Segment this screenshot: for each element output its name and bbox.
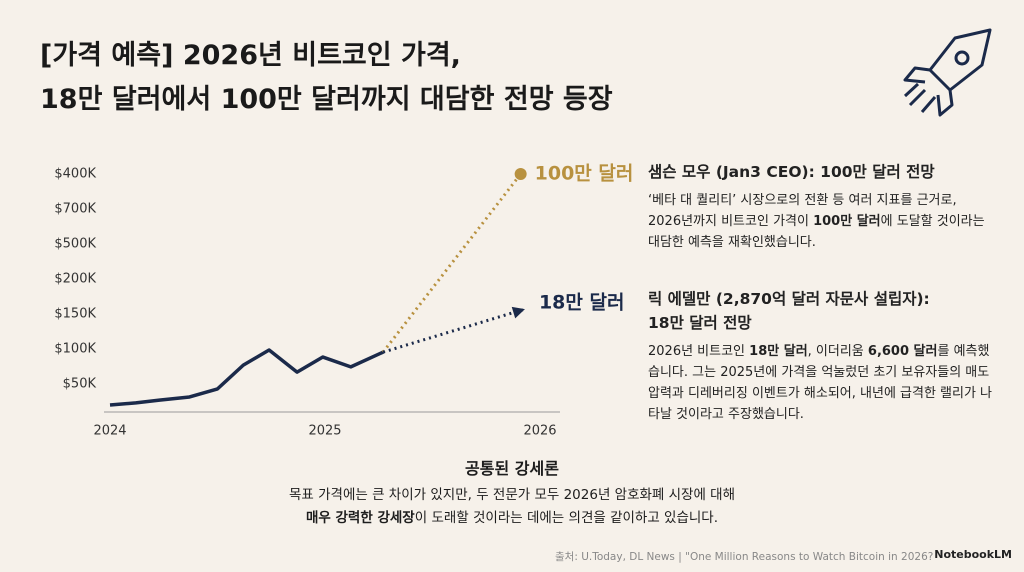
brand: NotebookLM	[934, 548, 1012, 561]
arrow-head	[511, 306, 525, 319]
summary-text: 이 도래할 것이라는 데에는 의견을 같이하고 있습니다.	[414, 510, 719, 526]
heading-line: 18만 달러 전망	[648, 314, 752, 332]
series-line	[381, 173, 522, 354]
x-tick-label: 2024	[93, 424, 126, 439]
summary: 공통된 강세론 목표 가격에는 큰 차이가 있지만, 두 전문가 모두 2026…	[0, 457, 1024, 530]
body-bold: 18만 달러	[749, 344, 808, 359]
heading-line: 샘슨 모우 (Jan3 CEO): 100만 달러 전망	[648, 163, 935, 181]
title-line: [가격 예측] 2026년 비트코인 가격,	[40, 40, 461, 71]
body-text: 를 예측했습니다. 그는 2025년에 가격을 억눌렀던 초기 보유자들의 매도…	[648, 344, 993, 422]
summary-text: 매우 강력한 강세장이 도래할 것이라는 데에는 의견을 같이하고 있습니다.	[0, 507, 1024, 530]
y-tick-label: $150K	[54, 307, 96, 322]
body-text: , 이더리움	[807, 344, 868, 359]
y-tick-label: $50K	[63, 377, 97, 392]
series-line	[382, 307, 526, 354]
body-text: 에 도달할 것이라는 대담한 예측을 재확인했습니다.	[648, 214, 985, 250]
source: 출처: U.Today, DL News | "One Million Reas…	[555, 551, 935, 563]
y-tick-label: $200K	[54, 272, 96, 287]
body-bold: 6,600 달러	[867, 344, 938, 359]
forecast-1: 샘슨 모우 (Jan3 CEO): 100만 달러 전망 ‘베타 대 퀄리티’ …	[648, 160, 993, 253]
y-tick-label: $100K	[54, 342, 96, 357]
forecast-heading: 릭 에델만 (2,870억 달러 자문사 설립자): 18만 달러 전망	[648, 287, 993, 335]
title: [가격 예측] 2026년 비트코인 가격, 18만 달러에서 100만 달러까…	[40, 34, 613, 122]
body-bold: 100만 달러	[813, 214, 881, 229]
summary-bold: 매우 강력한 강세장	[305, 510, 415, 526]
title-line: 18만 달러에서 100만 달러까지 대담한 전망 등장	[40, 84, 613, 115]
end-point	[514, 168, 527, 180]
forecast-2: 릭 에델만 (2,870억 달러 자문사 설립자): 18만 달러 전망 2026…	[648, 287, 993, 425]
heading-line: 릭 에델만 (2,870억 달러 자문사 설립자):	[648, 290, 930, 308]
y-tick-label: $400K	[54, 167, 96, 182]
forecast-body: ‘베타 대 퀄리티’ 시장으로의 전환 등 여러 지표를 근거로, 2026년까…	[648, 190, 993, 253]
x-tick-label: 2026	[523, 424, 556, 439]
forecast-body: 2026년 비트코인 18만 달러, 이더리움 6,600 달러를 예측했습니다…	[648, 341, 993, 425]
summary-title: 공통된 강세론	[465, 459, 559, 478]
summary-text: 목표 가격에는 큰 차이가 있지만, 두 전문가 모두 2026년 암호화폐 시…	[288, 487, 736, 503]
rocket-icon	[903, 28, 992, 117]
series-line	[109, 348, 384, 407]
series-label: 18만 달러	[539, 292, 625, 314]
forecast-heading: 샘슨 모우 (Jan3 CEO): 100만 달러 전망	[648, 160, 993, 184]
y-tick-label: $500K	[54, 237, 96, 252]
series-label: 100만 달러	[535, 163, 634, 185]
x-tick-label: 2025	[308, 424, 341, 439]
y-tick-label: $700K	[54, 202, 96, 217]
body-text: ‘베타 대 퀄리티’ 시장으로의 전환 등 여러 지표를 근거로, 2026년까…	[648, 193, 957, 229]
body-text: 2026년 비트코인	[648, 344, 750, 359]
